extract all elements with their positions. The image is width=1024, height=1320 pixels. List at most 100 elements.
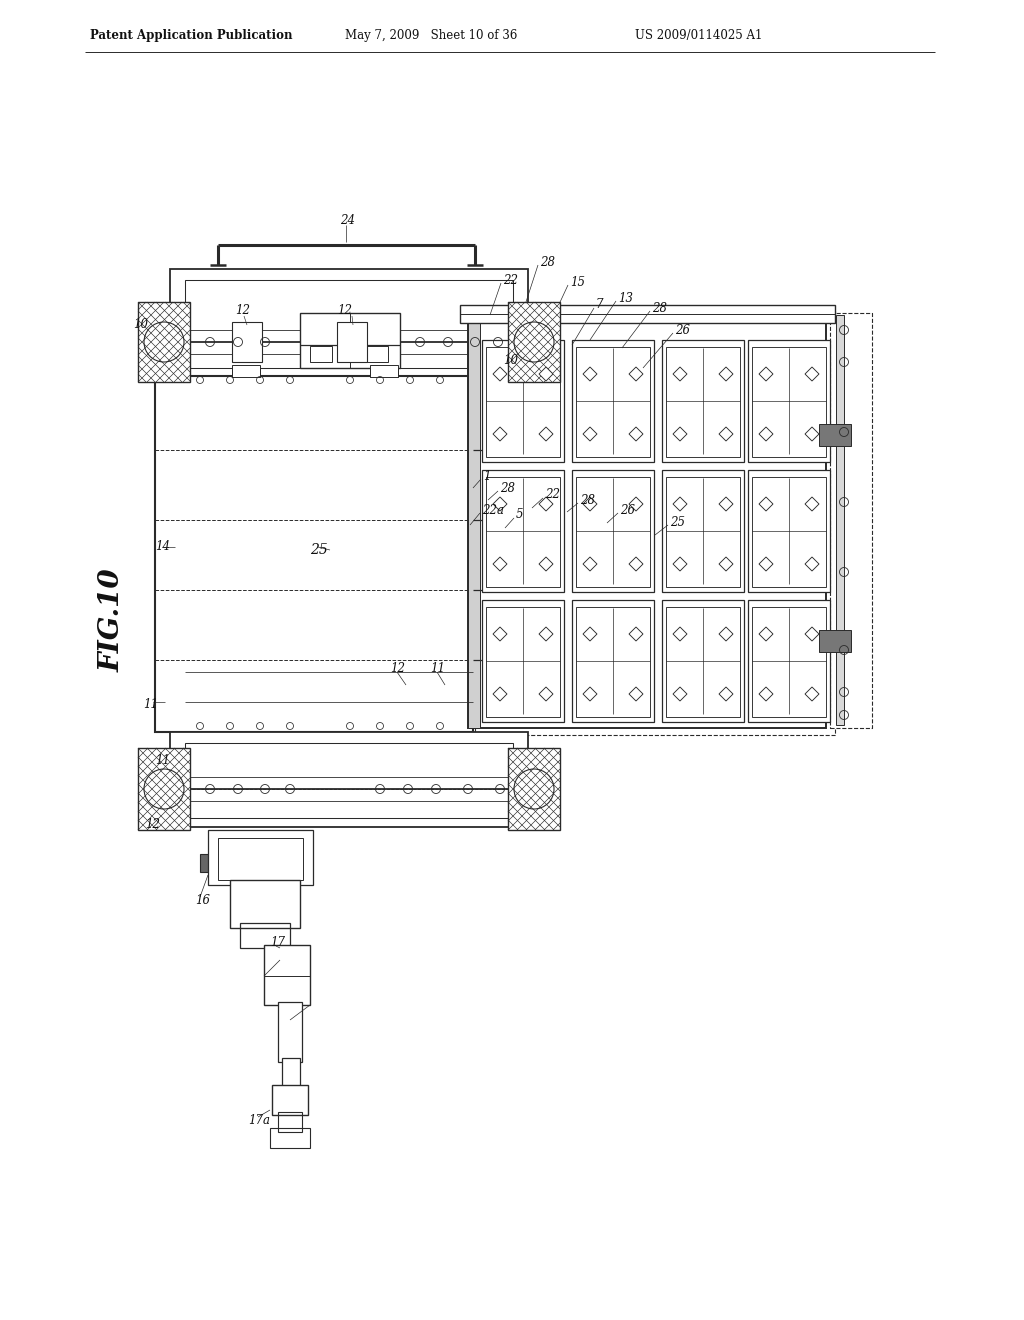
Polygon shape: [539, 426, 553, 441]
Polygon shape: [493, 627, 507, 642]
Polygon shape: [493, 498, 507, 511]
Bar: [264, 945, 310, 1005]
Text: 22: 22: [503, 273, 518, 286]
Polygon shape: [759, 367, 773, 381]
Bar: [572, 470, 654, 591]
Text: 22: 22: [545, 488, 560, 502]
Polygon shape: [583, 426, 597, 441]
Bar: [278, 1111, 302, 1133]
Bar: [185, 743, 513, 818]
Polygon shape: [805, 627, 819, 642]
Bar: [460, 305, 835, 323]
Text: 26: 26: [675, 323, 690, 337]
Polygon shape: [719, 426, 733, 441]
Text: 28: 28: [652, 301, 667, 314]
Polygon shape: [539, 627, 553, 642]
Polygon shape: [805, 367, 819, 381]
Bar: [666, 607, 740, 717]
Bar: [240, 923, 290, 948]
Bar: [575, 347, 650, 457]
Text: 26: 26: [620, 503, 635, 516]
Bar: [170, 269, 528, 378]
Polygon shape: [673, 686, 687, 701]
Text: 5: 5: [516, 508, 523, 521]
Bar: [752, 477, 826, 587]
Polygon shape: [759, 686, 773, 701]
Polygon shape: [719, 686, 733, 701]
Polygon shape: [493, 367, 507, 381]
Polygon shape: [629, 367, 643, 381]
Bar: [748, 601, 830, 722]
Bar: [310, 346, 332, 362]
Polygon shape: [759, 627, 773, 642]
Polygon shape: [539, 686, 553, 701]
Text: 11: 11: [430, 661, 445, 675]
Polygon shape: [493, 426, 507, 441]
Polygon shape: [539, 498, 553, 511]
Polygon shape: [719, 557, 733, 572]
Polygon shape: [583, 557, 597, 572]
Bar: [508, 302, 560, 381]
Polygon shape: [673, 426, 687, 441]
Text: 15: 15: [570, 276, 585, 289]
Polygon shape: [629, 627, 643, 642]
Polygon shape: [673, 627, 687, 642]
Bar: [468, 313, 480, 729]
Bar: [230, 880, 300, 928]
Bar: [366, 346, 388, 362]
Bar: [819, 424, 851, 446]
Bar: [486, 477, 560, 587]
Bar: [270, 1129, 310, 1148]
Polygon shape: [493, 686, 507, 701]
Polygon shape: [673, 367, 687, 381]
Bar: [486, 347, 560, 457]
Bar: [185, 280, 513, 368]
Polygon shape: [805, 498, 819, 511]
Bar: [662, 470, 744, 591]
Polygon shape: [583, 367, 597, 381]
Bar: [752, 347, 826, 457]
Polygon shape: [759, 557, 773, 572]
Bar: [138, 302, 190, 381]
Text: 10: 10: [503, 354, 518, 367]
Text: 28: 28: [580, 494, 595, 507]
Text: 1: 1: [483, 470, 490, 483]
Bar: [300, 313, 400, 368]
Text: 12: 12: [390, 661, 406, 675]
Polygon shape: [629, 498, 643, 511]
Bar: [482, 470, 564, 591]
Text: 7: 7: [596, 298, 603, 312]
Polygon shape: [719, 627, 733, 642]
Bar: [155, 376, 473, 733]
Polygon shape: [539, 557, 553, 572]
Bar: [218, 838, 303, 880]
Text: 28: 28: [540, 256, 555, 268]
Bar: [138, 748, 190, 830]
Polygon shape: [583, 498, 597, 511]
Text: 17a: 17a: [248, 1114, 270, 1126]
Bar: [748, 470, 830, 591]
Text: Patent Application Publication: Patent Application Publication: [90, 29, 293, 41]
Text: 11: 11: [143, 698, 158, 711]
Polygon shape: [539, 367, 553, 381]
Text: US 2009/0114025 A1: US 2009/0114025 A1: [635, 29, 763, 41]
Bar: [482, 601, 564, 722]
Bar: [666, 347, 740, 457]
Polygon shape: [719, 498, 733, 511]
Text: 10: 10: [133, 318, 148, 331]
Bar: [232, 366, 260, 378]
Bar: [170, 733, 528, 828]
Polygon shape: [629, 426, 643, 441]
Text: 25: 25: [670, 516, 685, 528]
Polygon shape: [583, 686, 597, 701]
Text: 17: 17: [270, 936, 285, 949]
Bar: [836, 315, 844, 725]
Polygon shape: [629, 557, 643, 572]
Polygon shape: [805, 426, 819, 441]
Polygon shape: [583, 627, 597, 642]
Bar: [748, 341, 830, 462]
Text: 14: 14: [155, 540, 170, 553]
Bar: [278, 1002, 302, 1063]
Text: 12: 12: [145, 818, 160, 832]
Text: 25: 25: [310, 543, 328, 557]
